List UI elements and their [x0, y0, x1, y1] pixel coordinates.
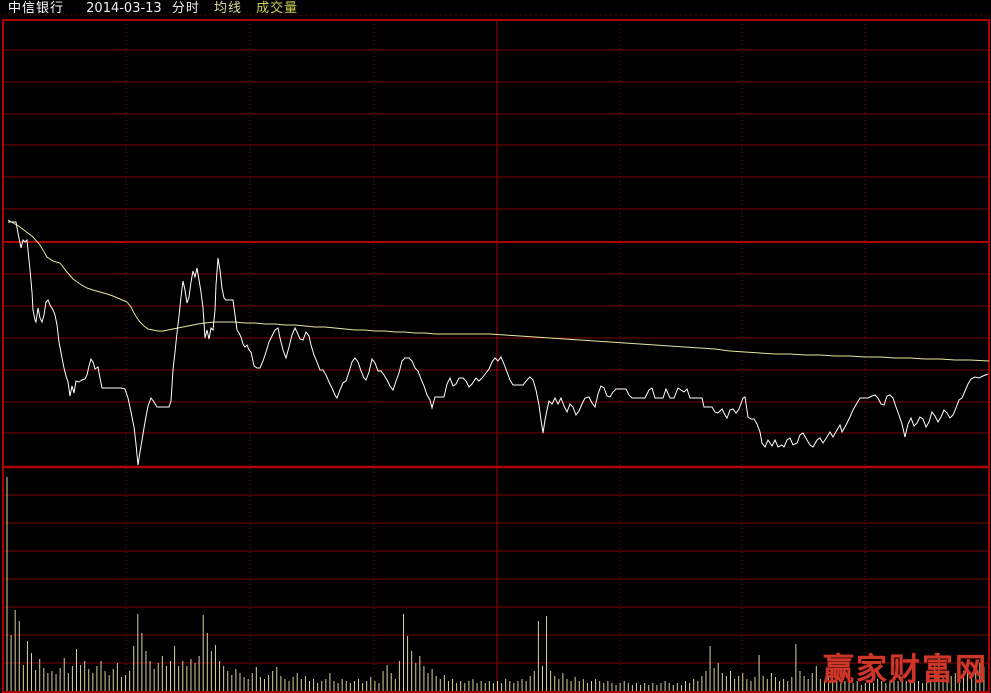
ma-line	[7, 219, 990, 362]
chart-date: 2014-03-13	[86, 1, 162, 16]
volume-bars	[6, 477, 985, 691]
grid-lines	[0, 14, 991, 692]
chart-type-label: 分时	[171, 1, 200, 16]
chart-header: 中信银行 2014-03-13 分时 均线 成交量	[0, 0, 991, 18]
highlight-lines	[2, 19, 990, 693]
watermark: 赢家财富网	[823, 652, 988, 688]
volume-legend-label: 成交量	[256, 1, 299, 16]
stock-name: 中信银行	[8, 1, 65, 16]
ma-legend-label: 均线	[214, 1, 243, 16]
price-line	[8, 221, 989, 466]
chart-border	[2, 19, 990, 693]
